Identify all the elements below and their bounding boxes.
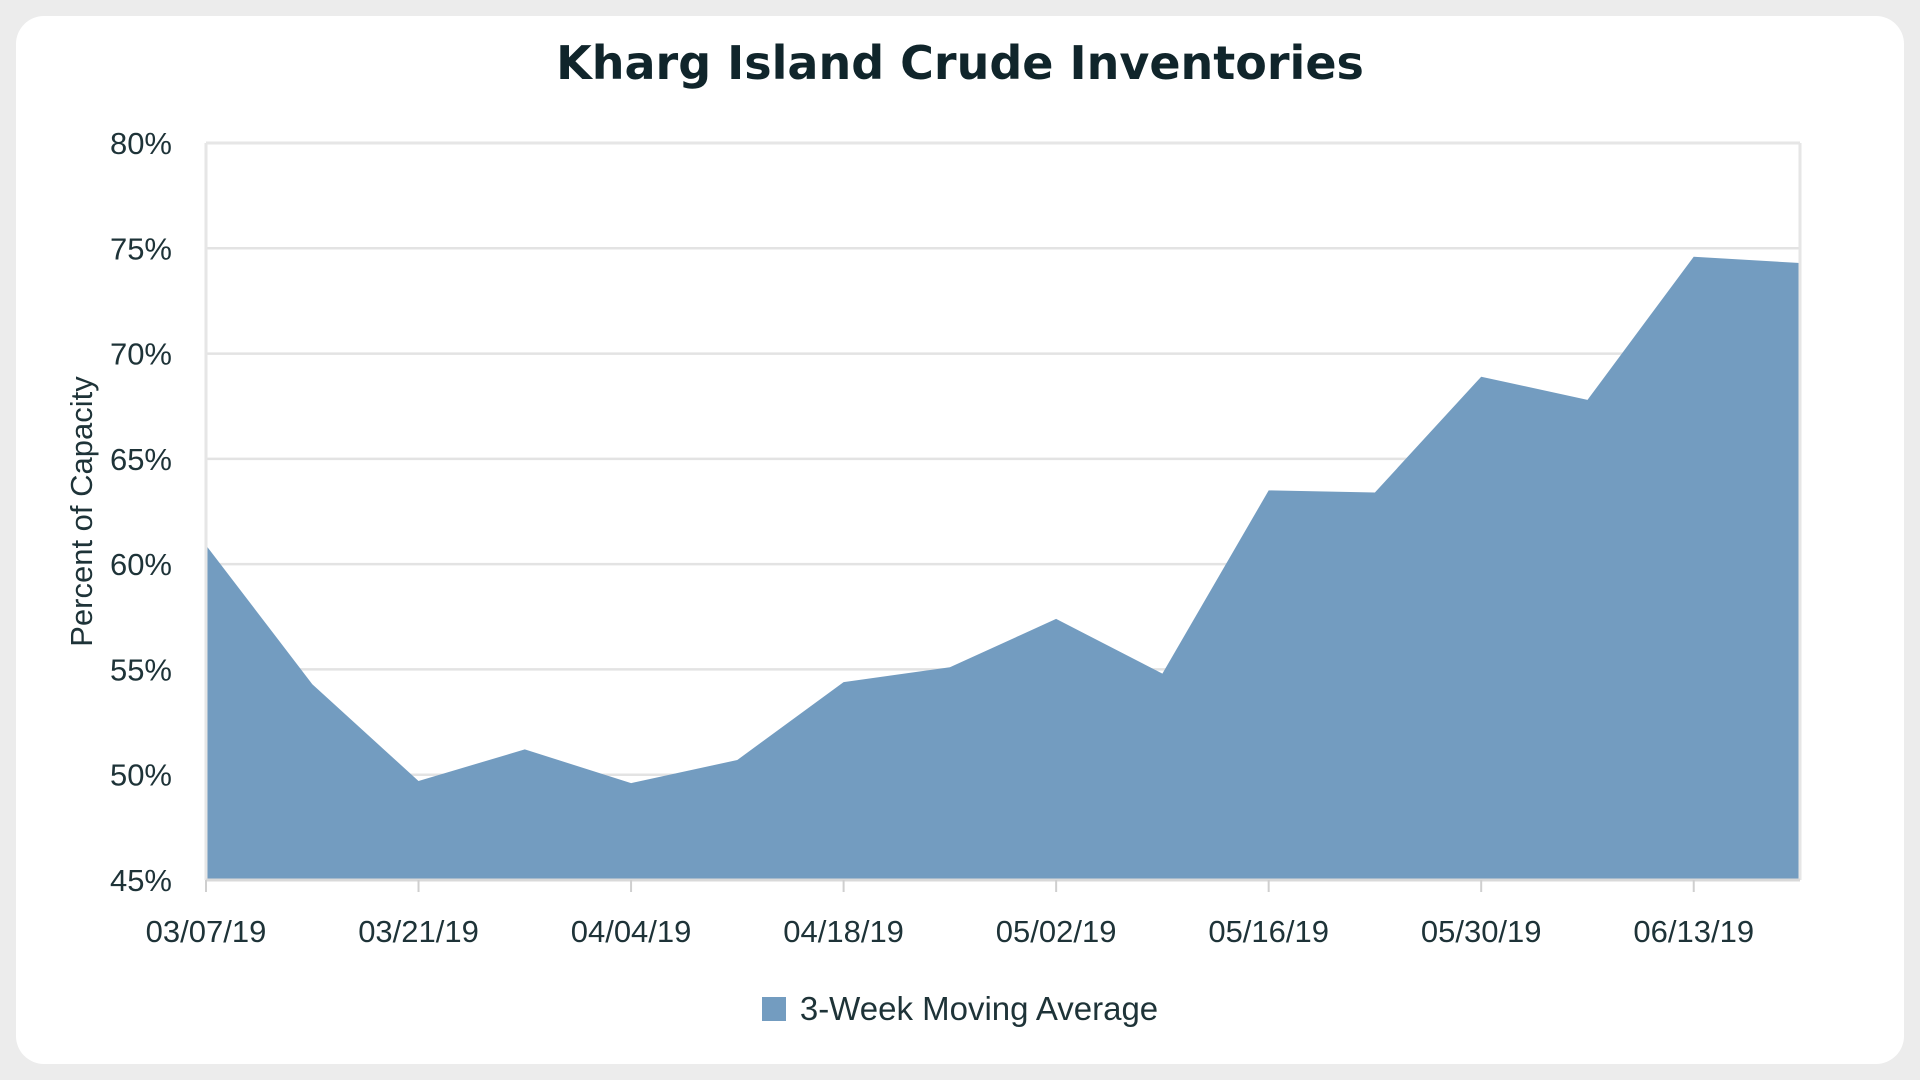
y-tick-label: 50% xyxy=(110,758,172,793)
x-tick-label: 04/18/19 xyxy=(783,914,904,949)
y-tick-label: 75% xyxy=(110,231,172,266)
x-tick-label: 06/13/19 xyxy=(1633,914,1754,949)
area-series xyxy=(206,256,1800,880)
x-axis-ticks: 03/07/19 03/21/19 04/04/19 04/18/19 05/02/19… xyxy=(146,880,1754,949)
x-tick-label: 05/16/19 xyxy=(1208,914,1329,949)
y-tick-label: 55% xyxy=(110,652,172,687)
series-layer xyxy=(206,256,1800,880)
x-tick-label: 05/30/19 xyxy=(1421,914,1542,949)
legend-swatch xyxy=(761,997,786,1021)
y-tick-label: 45% xyxy=(110,863,172,898)
y-tick-label: 70% xyxy=(110,337,172,372)
x-tick-label: 05/02/19 xyxy=(996,914,1117,949)
x-tick-label: 03/07/19 xyxy=(146,914,267,949)
y-tick-label: 80% xyxy=(110,126,172,161)
chart-title: Kharg Island Crude Inventories xyxy=(556,36,1364,90)
x-tick-label: 04/04/19 xyxy=(571,914,692,949)
x-tick-label: 03/21/19 xyxy=(358,914,479,949)
y-axis-ticks: 45% 50% 55% 60% 65% 70% 75% 80% xyxy=(110,126,172,898)
y-tick-label: 60% xyxy=(110,547,172,582)
y-axis-title: Percent of Capacity xyxy=(64,376,99,647)
legend: 3-Week Moving Average xyxy=(0,990,1920,1028)
y-tick-label: 65% xyxy=(110,442,172,477)
legend-label: 3-Week Moving Average xyxy=(799,990,1159,1027)
plot-frame xyxy=(204,141,1802,882)
